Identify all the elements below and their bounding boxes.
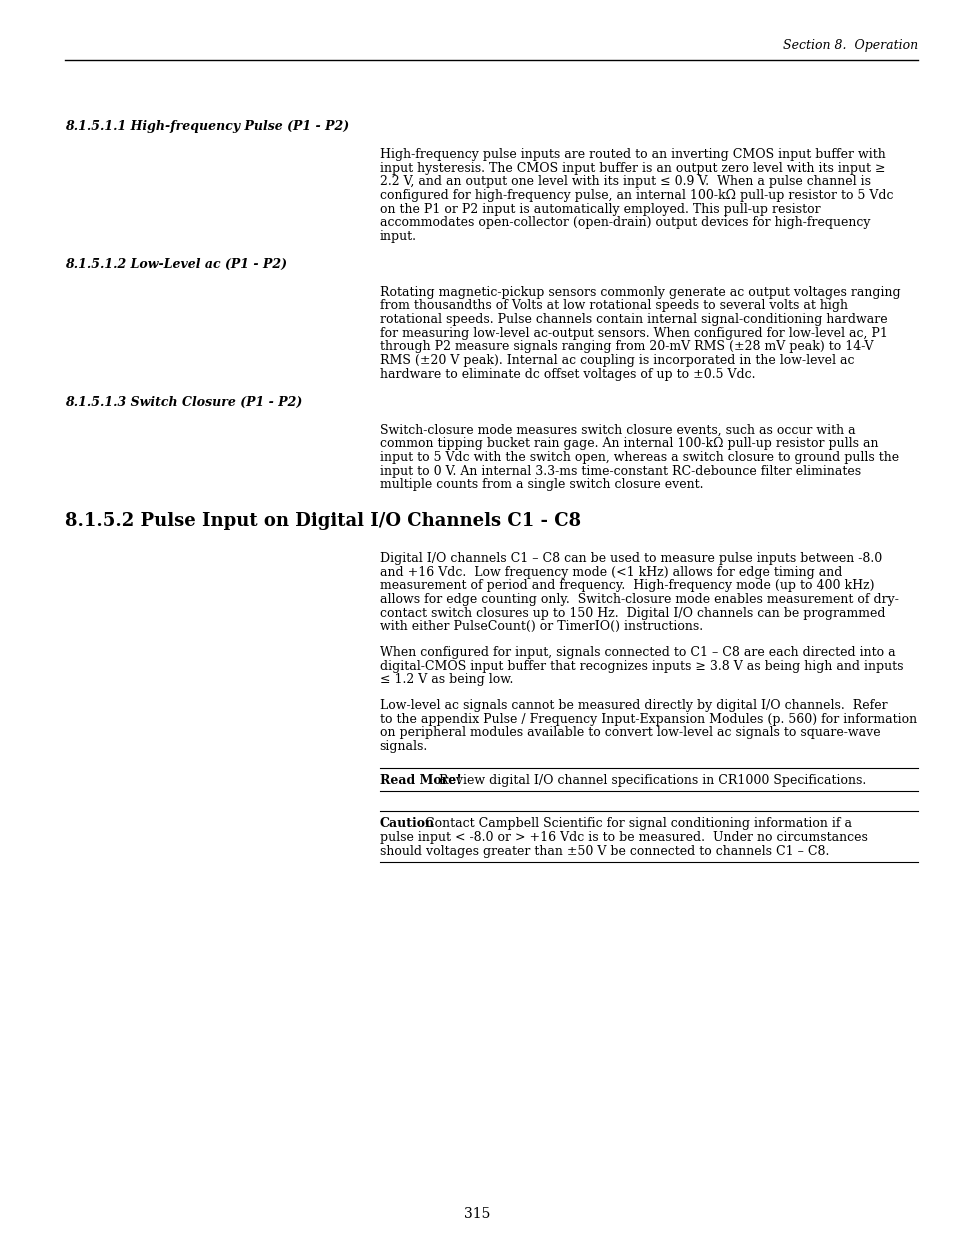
Text: should voltages greater than ±50 V be connected to channels C1 – C8.: should voltages greater than ±50 V be co… <box>379 845 828 858</box>
Text: Caution: Caution <box>379 818 435 830</box>
Text: 8.1.5.2 Pulse Input on Digital I/O Channels C1 - C8: 8.1.5.2 Pulse Input on Digital I/O Chann… <box>65 513 580 530</box>
Text: Read More!: Read More! <box>379 774 461 787</box>
Text: pulse input < -8.0 or > +16 Vdc is to be measured.  Under no circumstances: pulse input < -8.0 or > +16 Vdc is to be… <box>379 831 866 844</box>
Text: 8.1.5.1.1 High-frequency Pulse (P1 - P2): 8.1.5.1.1 High-frequency Pulse (P1 - P2) <box>65 120 349 133</box>
Text: 2.2 V, and an output one level with its input ≤ 0.9 V.  When a pulse channel is: 2.2 V, and an output one level with its … <box>379 175 870 189</box>
Text: Low-level ac signals cannot be measured directly by digital I/O channels.  Refer: Low-level ac signals cannot be measured … <box>379 699 886 713</box>
Text: 8.1.5.1.3 Switch Closure (P1 - P2): 8.1.5.1.3 Switch Closure (P1 - P2) <box>65 395 302 409</box>
Text: Contact Campbell Scientific for signal conditioning information if a: Contact Campbell Scientific for signal c… <box>417 818 852 830</box>
Text: measurement of period and frequency.  High-frequency mode (up to 400 kHz): measurement of period and frequency. Hig… <box>379 579 873 593</box>
Text: When configured for input, signals connected to C1 – C8 are each directed into a: When configured for input, signals conne… <box>379 646 894 659</box>
Text: input.: input. <box>379 230 416 243</box>
Text: input to 5 Vdc with the switch open, whereas a switch closure to ground pulls th: input to 5 Vdc with the switch open, whe… <box>379 451 898 464</box>
Text: High-frequency pulse inputs are routed to an inverting CMOS input buffer with: High-frequency pulse inputs are routed t… <box>379 148 884 161</box>
Text: digital-CMOS input buffer that recognizes inputs ≥ 3.8 V as being high and input: digital-CMOS input buffer that recognize… <box>379 659 902 673</box>
Text: ≤ 1.2 V as being low.: ≤ 1.2 V as being low. <box>379 673 513 687</box>
Text: common tipping bucket rain gage. An internal 100-kΩ pull-up resistor pulls an: common tipping bucket rain gage. An inte… <box>379 437 878 451</box>
Text: Rotating magnetic-pickup sensors commonly generate ac output voltages ranging: Rotating magnetic-pickup sensors commonl… <box>379 285 900 299</box>
Text: from thousandths of Volts at low rotational speeds to several volts at high: from thousandths of Volts at low rotatio… <box>379 299 847 312</box>
Text: allows for edge counting only.  Switch-closure mode enables measurement of dry-: allows for edge counting only. Switch-cl… <box>379 593 898 606</box>
Text: Switch-closure mode measures switch closure events, such as occur with a: Switch-closure mode measures switch clos… <box>379 424 855 436</box>
Text: input to 0 V. An internal 3.3-ms time-constant RC-debounce filter eliminates: input to 0 V. An internal 3.3-ms time-co… <box>379 464 860 478</box>
Text: signals.: signals. <box>379 740 428 753</box>
Text: input hysteresis. The CMOS input buffer is an output zero level with its input ≥: input hysteresis. The CMOS input buffer … <box>379 162 884 174</box>
Text: for measuring low-level ac-output sensors. When configured for low-level ac, P1: for measuring low-level ac-output sensor… <box>379 327 886 340</box>
Text: 315: 315 <box>463 1207 490 1221</box>
Text: through P2 measure signals ranging from 20-mV RMS (±28 mV peak) to 14-V: through P2 measure signals ranging from … <box>379 341 872 353</box>
Text: RMS (±20 V peak). Internal ac coupling is incorporated in the low-level ac: RMS (±20 V peak). Internal ac coupling i… <box>379 354 853 367</box>
Text: and +16 Vdc.  Low frequency mode (<1 kHz) allows for edge timing and: and +16 Vdc. Low frequency mode (<1 kHz)… <box>379 566 841 579</box>
Text: to the appendix Pulse / Frequency Input-Expansion Modules (p. 560) for informati: to the appendix Pulse / Frequency Input-… <box>379 713 916 726</box>
Text: multiple counts from a single switch closure event.: multiple counts from a single switch clo… <box>379 478 702 492</box>
Text: Review digital I/O channel specifications in CR1000 Specifications.: Review digital I/O channel specification… <box>435 774 866 787</box>
Text: rotational speeds. Pulse channels contain internal signal-conditioning hardware: rotational speeds. Pulse channels contai… <box>379 314 886 326</box>
Text: contact switch closures up to 150 Hz.  Digital I/O channels can be programmed: contact switch closures up to 150 Hz. Di… <box>379 606 884 620</box>
Text: configured for high-frequency pulse, an internal 100-kΩ pull-up resistor to 5 Vd: configured for high-frequency pulse, an … <box>379 189 892 203</box>
Text: Digital I/O channels C1 – C8 can be used to measure pulse inputs between -8.0: Digital I/O channels C1 – C8 can be used… <box>379 552 881 564</box>
Text: 8.1.5.1.2 Low-Level ac (P1 - P2): 8.1.5.1.2 Low-Level ac (P1 - P2) <box>65 258 287 270</box>
Text: Section 8.  Operation: Section 8. Operation <box>781 40 917 52</box>
Text: hardware to eliminate dc offset voltages of up to ±0.5 Vdc.: hardware to eliminate dc offset voltages… <box>379 368 755 380</box>
Text: with either PulseCount() or TimerIO() instructions.: with either PulseCount() or TimerIO() in… <box>379 620 702 634</box>
Text: on peripheral modules available to convert low-level ac signals to square-wave: on peripheral modules available to conve… <box>379 726 880 740</box>
Text: on the P1 or P2 input is automatically employed. This pull-up resistor: on the P1 or P2 input is automatically e… <box>379 203 820 216</box>
Text: accommodates open-collector (open-drain) output devices for high-frequency: accommodates open-collector (open-drain)… <box>379 216 869 230</box>
